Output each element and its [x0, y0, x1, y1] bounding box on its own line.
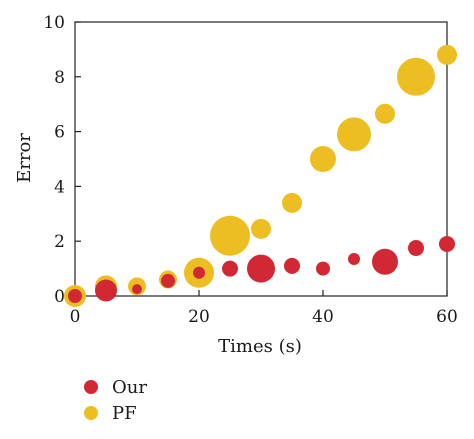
point-pf	[282, 192, 302, 213]
y-tick-label: 6	[54, 123, 65, 143]
y-tick-label: 10	[43, 13, 65, 33]
point-our	[193, 266, 205, 279]
plot-frame	[74, 21, 448, 297]
point-our	[316, 261, 330, 276]
y-tick-label: 2	[54, 232, 65, 252]
point-our	[161, 273, 175, 288]
legend-swatch-pf	[84, 406, 98, 420]
point-our	[348, 253, 360, 266]
point-pf	[375, 103, 395, 124]
y-tick-label: 8	[54, 68, 65, 88]
x-tick-label: 0	[70, 307, 81, 327]
y-tick-label: 0	[54, 287, 65, 307]
point-our	[284, 257, 300, 274]
plot-border	[74, 21, 448, 297]
y-axis-title: Error	[14, 133, 35, 183]
point-our	[132, 284, 142, 295]
point-our	[439, 235, 455, 252]
point-pf	[397, 57, 435, 96]
legend-swatch-our	[84, 380, 98, 394]
point-our	[247, 254, 275, 283]
legend-label-pf: PF	[112, 403, 137, 424]
x-tick-label: 20	[188, 307, 210, 327]
point-our	[95, 279, 117, 302]
x-tick-label: 60	[436, 307, 458, 327]
series-our	[68, 235, 455, 303]
point-pf	[337, 117, 371, 152]
legend-label-our: Our	[112, 377, 147, 398]
point-our	[222, 260, 238, 277]
point-our	[68, 289, 82, 303]
x-tick-label: 40	[312, 307, 334, 327]
y-tick-label: 4	[54, 177, 65, 197]
point-pf	[310, 146, 336, 172]
x-axis-title: Times (s)	[218, 336, 302, 357]
point-pf	[210, 215, 250, 256]
y-axis: 0 2 4 6 8 10	[43, 13, 81, 307]
legend: Our PF	[84, 377, 147, 424]
point-pf	[437, 44, 457, 65]
point-pf	[251, 218, 271, 239]
data-points	[64, 44, 457, 307]
point-our	[372, 248, 398, 275]
point-our	[408, 240, 424, 257]
